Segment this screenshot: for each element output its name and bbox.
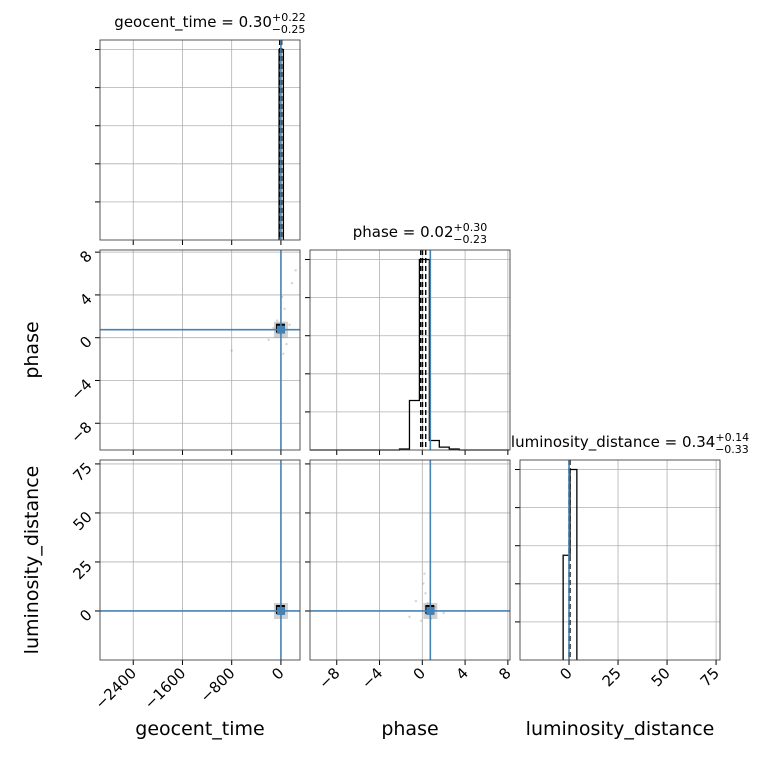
x-axis-label-luminosity_distance: luminosity_distance (526, 718, 715, 740)
sample-point (442, 611, 445, 615)
tick-label-x: 8 (495, 664, 514, 683)
x-axis-label-phase: phase (381, 718, 438, 740)
sample-point (414, 599, 418, 603)
sample-point (433, 605, 437, 609)
tick-label-x: 0 (556, 664, 575, 683)
panel-geocent_time-vs-luminosity_distance: −2400 −1600 −800 0 0 25 50 75 (69, 459, 301, 713)
axes-frame (519, 459, 721, 661)
tick-label-x: −4 (358, 664, 386, 692)
sample-point (422, 582, 425, 585)
tick-label-x: 25 (599, 664, 625, 690)
title-main: luminosity_distance = 0.34 (511, 433, 715, 452)
axes-frame (99, 249, 301, 451)
tick-label-y: −4 (67, 375, 95, 403)
truth-marker (276, 606, 285, 615)
tick-label-x: −1600 (141, 664, 190, 713)
tick-label-x: −2400 (91, 664, 140, 713)
sample-point (290, 281, 294, 285)
sample-point (424, 592, 427, 595)
tick-label-y: −8 (67, 418, 95, 446)
sample-point (285, 342, 288, 346)
title-plus: +0.14 (715, 431, 749, 444)
tick-label-y: 50 (69, 508, 95, 534)
sample-point (267, 338, 270, 342)
title-minus: −0.33 (715, 443, 749, 456)
sample-point (294, 269, 297, 272)
y-axis-label-luminosity_distance: luminosity_distance (21, 466, 43, 655)
tick-label-y: 0 (76, 606, 95, 625)
tick-label-x: −8 (315, 664, 343, 692)
title-phase: phase = 0.02+0.30 −0.23 (353, 221, 488, 246)
sample-point (230, 349, 233, 352)
title-plus: +0.22 (272, 11, 306, 24)
truth-marker (276, 325, 285, 334)
tick-label-y: 25 (69, 557, 95, 583)
sample-point (282, 352, 285, 355)
title-minus: −0.23 (453, 233, 487, 246)
title-main: geocent_time = 0.30 (114, 13, 272, 32)
title-plus: +0.30 (454, 221, 488, 234)
sample-point (426, 601, 429, 605)
y-axis-label-phase: phase (21, 321, 43, 378)
panel-geocent_time-vs-phase: −8 −4 0 4 8 (67, 247, 301, 455)
sample-point (408, 615, 411, 619)
truth-marker (426, 606, 435, 615)
tick-label-y: 0 (76, 333, 95, 352)
axes-frame (99, 459, 301, 661)
panel-phase-vs-luminosity_distance: −8 −4 0 4 8 (305, 459, 515, 692)
tick-label-x: 50 (648, 664, 674, 690)
tick-label-x: 75 (697, 664, 723, 690)
tick-label-x: −800 (197, 664, 239, 706)
title-geocent_time: geocent_time = 0.30+0.22 −0.25 (114, 11, 305, 36)
x-axis-label-geocent_time: geocent_time (135, 718, 264, 740)
sample-point (276, 319, 279, 322)
tick-label-y: 8 (76, 247, 95, 266)
tick-label-x: 0 (410, 664, 429, 683)
tick-label-x: 0 (268, 664, 287, 683)
panel-geocent_time: geocent_time = 0.30+0.22 −0.25 (95, 11, 306, 245)
sample-point (423, 572, 426, 575)
axes-frame (309, 459, 511, 661)
sample-point (288, 323, 291, 327)
tick-label-y: 75 (69, 459, 95, 485)
sample-point (283, 307, 286, 311)
title-main: phase = 0.02 (353, 223, 454, 241)
histogram-phase (310, 258, 509, 451)
tick-label-x: 4 (452, 664, 471, 683)
title-minus: −0.25 (272, 23, 306, 36)
title-luminosity_distance: luminosity_distance = 0.34+0.14 −0.33 (511, 431, 749, 456)
panel-luminosity_distance: 0 25 50 75 luminosity_distance = 0.34+0.14 −0… (511, 431, 749, 690)
panel-phase: phase = 0.02+0.30 −0.23 (305, 221, 511, 455)
axes-frame (99, 39, 301, 241)
sample-point (272, 326, 275, 330)
axes-frame (309, 249, 511, 451)
sample-point (420, 619, 423, 622)
tick-label-y: 4 (76, 290, 95, 309)
